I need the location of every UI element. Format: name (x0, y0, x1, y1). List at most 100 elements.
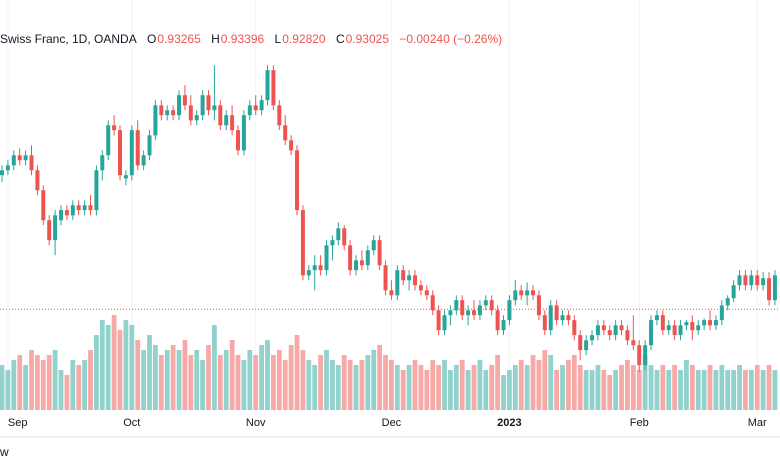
candle-body (719, 305, 724, 321)
candle-body (70, 205, 75, 216)
x-tick-label: 2023 (497, 417, 521, 429)
field-key: O (147, 32, 157, 46)
candle-body (395, 270, 400, 296)
candle-body (501, 320, 506, 331)
volume-bar (247, 350, 253, 410)
volume-bar (554, 370, 560, 410)
volume-bar (524, 365, 530, 410)
volume-bar (371, 350, 377, 410)
x-tick-label: Sep (8, 417, 28, 429)
candle-body (513, 290, 518, 301)
volume-bar (294, 335, 300, 410)
candle-body (336, 228, 341, 241)
volume-bar (235, 355, 241, 410)
candle-body (106, 125, 111, 156)
candle-body (548, 305, 553, 331)
volume-bar (518, 360, 524, 410)
candle-body (418, 285, 423, 291)
volume-bar (347, 360, 353, 410)
candle-body (171, 110, 176, 116)
volume-bar (613, 370, 619, 410)
volume-bar (377, 345, 383, 410)
volume-bar (672, 365, 678, 410)
candle-body (82, 205, 87, 211)
candle-body (265, 70, 270, 101)
candle-body (306, 270, 311, 276)
candle-body (678, 325, 683, 336)
volume-bar (206, 345, 211, 410)
candle-body (76, 205, 81, 211)
candle-body (153, 105, 158, 136)
candle-body (41, 190, 46, 221)
candle-body (643, 345, 648, 366)
candle-body (613, 325, 618, 336)
candle-body (684, 322, 689, 326)
candle-body (708, 320, 713, 326)
volume-bar (365, 355, 371, 410)
volume-bar (542, 350, 548, 410)
volume-bar (164, 350, 170, 410)
field-value: 0.93396 (220, 32, 265, 46)
field-value: 0.93265 (157, 32, 201, 46)
candle-body (277, 105, 282, 126)
volume-bar (111, 315, 117, 410)
volume-bar (507, 370, 512, 410)
volume-bar (743, 370, 748, 410)
x-tick-label: Dec (382, 417, 402, 429)
volume-bar (436, 365, 442, 410)
candle-body (560, 315, 565, 321)
volume-bar (23, 365, 29, 410)
volume-bar (76, 365, 82, 410)
candle-body (11, 155, 16, 166)
volume-bar (707, 365, 713, 410)
candle-body (88, 205, 93, 211)
candle-body (631, 340, 636, 346)
x-tick-label: Mar (748, 417, 767, 429)
field-key: C (335, 32, 345, 46)
candle-body (519, 290, 524, 296)
volume-bar (560, 365, 565, 410)
volume-bar (300, 350, 306, 410)
volume-bar (389, 360, 394, 410)
volume-bar (158, 355, 164, 410)
candle-body (159, 105, 164, 116)
volume-bar (583, 370, 589, 410)
candle-body (147, 135, 152, 156)
volume-bar (117, 330, 123, 410)
volume-bar (188, 355, 194, 410)
candle-body (35, 170, 40, 191)
candle-body (94, 170, 99, 211)
candle-body (141, 155, 146, 166)
volume-bar (477, 360, 483, 410)
volume-bar (40, 360, 46, 410)
volume-bar (566, 360, 571, 410)
candle-body (507, 300, 512, 321)
candle-body (259, 100, 264, 111)
volume-bar (465, 370, 471, 410)
field-key: H (211, 32, 220, 46)
candle-body (767, 278, 772, 301)
candle-body (525, 290, 530, 296)
candle-body (454, 300, 459, 311)
candle-body (472, 310, 477, 316)
candle-body (289, 140, 294, 151)
candle-body (177, 95, 182, 116)
candle-body (442, 315, 447, 331)
volume-bar (265, 340, 270, 410)
volume-bar (501, 375, 506, 410)
candle-body (324, 245, 329, 271)
volume-bar (713, 370, 719, 410)
candle-body (165, 110, 170, 116)
candle-body (713, 320, 718, 326)
candle-body (283, 125, 288, 141)
volume-bar (318, 355, 324, 410)
volume-bar (489, 365, 495, 410)
footer-logo: w (0, 445, 9, 459)
volume-bar (648, 365, 654, 410)
volume-bar (17, 355, 23, 410)
volume-bar (182, 340, 188, 410)
candle-body (29, 155, 34, 171)
volume-bar (695, 370, 701, 410)
candle-body (295, 150, 300, 211)
candle-body (483, 300, 488, 306)
